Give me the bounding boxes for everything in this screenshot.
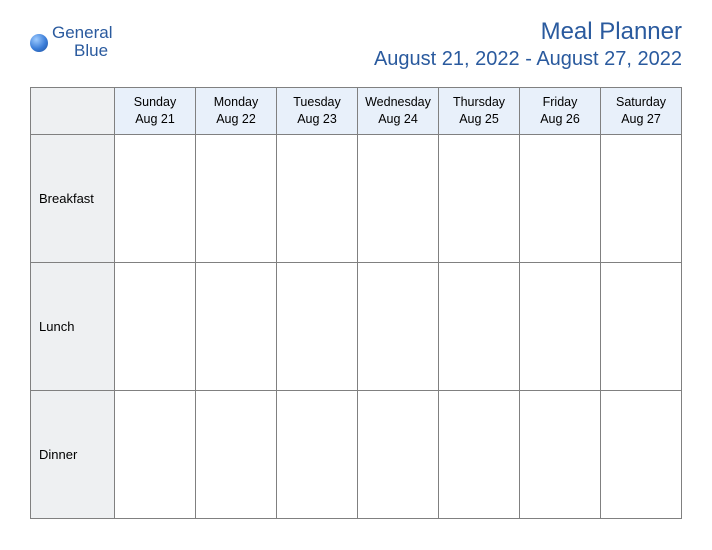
meal-cell[interactable] [439,390,520,518]
meal-cell[interactable] [277,134,358,262]
meal-cell[interactable] [601,134,682,262]
day-header: FridayAug 26 [520,88,601,135]
globe-icon [30,34,48,52]
meal-label: Breakfast [31,134,115,262]
table-row: Dinner [31,390,682,518]
meal-cell[interactable] [358,134,439,262]
meal-cell[interactable] [277,262,358,390]
meal-cell[interactable] [439,134,520,262]
meal-cell[interactable] [115,134,196,262]
table-row: Lunch [31,262,682,390]
meal-cell[interactable] [520,390,601,518]
day-header: ThursdayAug 25 [439,88,520,135]
logo-word-2: Blue [52,42,112,60]
meal-cell[interactable] [601,262,682,390]
meal-label: Dinner [31,390,115,518]
meal-cell[interactable] [196,134,277,262]
logo-word-1: General [52,24,112,42]
date-range: August 21, 2022 - August 27, 2022 [374,48,682,71]
meal-cell[interactable] [520,134,601,262]
day-header: SaturdayAug 27 [601,88,682,135]
table-corner [31,88,115,135]
meal-cell[interactable] [277,390,358,518]
day-header: TuesdayAug 23 [277,88,358,135]
logo: General Blue [30,24,112,60]
table-row: Breakfast [31,134,682,262]
meal-cell[interactable] [601,390,682,518]
meal-cell[interactable] [520,262,601,390]
meal-cell[interactable] [358,262,439,390]
meal-label: Lunch [31,262,115,390]
meal-cell[interactable] [196,262,277,390]
meal-cell[interactable] [115,390,196,518]
meal-cell[interactable] [115,262,196,390]
meal-cell[interactable] [196,390,277,518]
day-header: WednesdayAug 24 [358,88,439,135]
day-header: SundayAug 21 [115,88,196,135]
meal-cell[interactable] [439,262,520,390]
meal-planner-table: SundayAug 21 MondayAug 22 TuesdayAug 23 … [30,87,682,519]
page-title: Meal Planner [374,18,682,46]
header: General Blue Meal Planner August 21, 202… [30,18,682,71]
meal-cell[interactable] [358,390,439,518]
day-header: MondayAug 22 [196,88,277,135]
